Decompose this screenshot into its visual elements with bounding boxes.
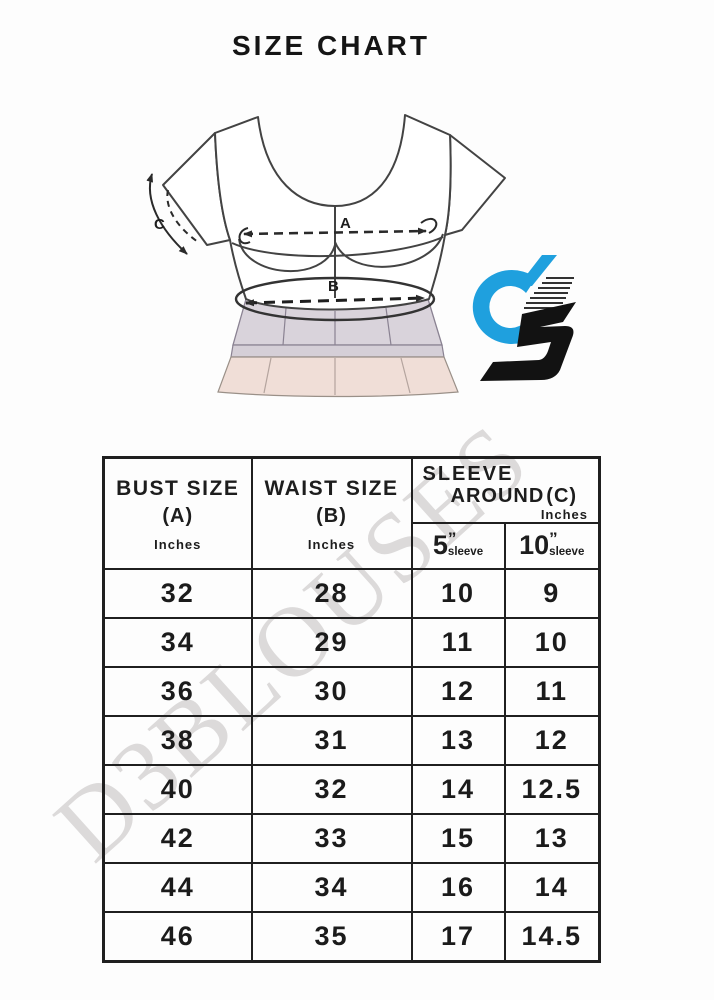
sleeve-10-size: 10 <box>519 530 550 561</box>
bust-line-left-curl <box>238 227 251 245</box>
sleeve-around-header: SLEEVE AROUND (C) Inches <box>410 456 601 524</box>
logo-d-shape <box>472 270 536 344</box>
size-value-cell: 32 <box>250 764 413 815</box>
sleeve-header-line1: SLEEVE <box>422 463 514 485</box>
header-row-main: BUST SIZE (A) Inches WAIST SIZE (B) Inch… <box>102 456 601 570</box>
table-row: 42 33 15 13 <box>102 813 601 864</box>
size-value-cell: 30 <box>250 666 413 717</box>
logo-d-ascender <box>518 255 557 286</box>
bust-measure-line <box>243 227 427 238</box>
size-value-cell: 34 <box>102 617 253 668</box>
sleeve-10-header: 10” sleeve <box>503 522 601 570</box>
waist-label: B <box>328 278 339 295</box>
size-value-cell: 13 <box>503 813 601 864</box>
size-value-cell: 35 <box>250 911 413 962</box>
header-row-sub: 5” sleeve 10” sleeve <box>104 522 601 570</box>
size-value-cell: 32 <box>102 568 253 619</box>
sleeve-measure-dash <box>166 189 199 243</box>
size-value-cell: 34 <box>250 862 413 913</box>
size-value-cell: 33 <box>250 813 413 864</box>
size-value-cell: 12 <box>503 715 601 766</box>
bust-line-right-curl <box>420 217 438 234</box>
page-title: SIZE CHART <box>232 30 430 61</box>
right-sleeve <box>444 134 506 236</box>
size-value-cell: 10 <box>503 617 601 668</box>
logo-3-shape <box>480 302 576 381</box>
sleeve-5-unit: ” sleeve <box>447 529 484 558</box>
sleeve-header-unit: Inches <box>540 507 588 522</box>
size-table-body: 32 28 10 9 34 29 11 10 36 30 12 11 38 31 13 12 40 32 14 12.… <box>102 568 601 962</box>
right-bust-cup <box>334 233 444 268</box>
table-row: 34 29 11 10 <box>102 617 601 668</box>
size-value-cell: 14 <box>410 764 506 815</box>
size-value-cell: 14 <box>503 862 601 913</box>
waist-header-title: WAIST SIZE <box>264 477 399 501</box>
table-row: 38 31 13 12 <box>102 715 601 766</box>
left-bust-cup <box>238 238 336 273</box>
size-value-cell: 12 <box>410 666 506 717</box>
size-value-cell: 17 <box>410 911 506 962</box>
size-table-container: BUST SIZE (A) Inches WAIST SIZE (B) Inch… <box>102 456 601 963</box>
sleeve-measure-arrow <box>146 173 188 255</box>
table-row: 36 30 12 11 <box>102 666 601 717</box>
table-row: 46 35 17 14.5 <box>102 911 601 962</box>
sleeve-10-unit: ” sleeve <box>549 529 585 558</box>
waist-ellipse <box>234 276 436 322</box>
skirt-seam <box>263 357 411 395</box>
size-value-cell: 29 <box>250 617 413 668</box>
bust-label: A <box>340 215 351 232</box>
size-value-cell: 28 <box>250 568 413 619</box>
sleeve-5-size: 5 <box>432 530 448 561</box>
sleeve-header-line2: AROUND (C) <box>450 485 578 507</box>
bodice <box>214 114 452 311</box>
d3-logo <box>472 255 576 381</box>
size-value-cell: 40 <box>102 764 253 815</box>
bust-size-header: BUST SIZE (A) Inches <box>102 456 253 570</box>
size-value-cell: 42 <box>102 813 253 864</box>
size-value-cell: 36 <box>102 666 253 717</box>
bust-header-title: BUST SIZE <box>116 477 240 501</box>
size-value-cell: 15 <box>410 813 506 864</box>
bust-header-unit: Inches <box>154 536 202 552</box>
waist-measure-line <box>245 294 425 307</box>
blouse-illustration: A B C <box>146 114 506 398</box>
size-value-cell: 14.5 <box>503 911 601 962</box>
bust-header-code: (A) <box>162 504 194 527</box>
size-value-cell: 13 <box>410 715 506 766</box>
sleeve-label: C <box>154 216 165 233</box>
size-table: BUST SIZE (A) Inches WAIST SIZE (B) Inch… <box>102 456 601 963</box>
size-value-cell: 10 <box>410 568 506 619</box>
inch-quote-icon: ” <box>447 529 457 549</box>
size-value-cell: 11 <box>503 666 601 717</box>
waist-header-code: (B) <box>316 504 347 527</box>
underbust-curve <box>231 236 444 258</box>
waistband <box>230 344 445 358</box>
waist-size-header: WAIST SIZE (B) Inches <box>250 456 413 570</box>
size-value-cell: 31 <box>250 715 413 766</box>
size-value-cell: 12.5 <box>503 764 601 815</box>
size-value-cell: 11 <box>410 617 506 668</box>
table-row: 40 32 14 12.5 <box>102 764 601 815</box>
table-row: 44 34 16 14 <box>102 862 601 913</box>
table-row: 32 28 10 9 <box>102 568 601 619</box>
torso-seam <box>282 307 392 346</box>
sleeve-5-header: 5” sleeve <box>410 522 506 570</box>
sleeve-header-code: (C) <box>546 485 578 507</box>
size-value-cell: 16 <box>410 862 506 913</box>
inch-quote-icon: ” <box>549 529 558 549</box>
size-value-cell: 46 <box>102 911 253 962</box>
waist-header-unit: Inches <box>307 536 356 552</box>
size-value-cell: 38 <box>102 715 253 766</box>
size-value-cell: 9 <box>503 568 601 619</box>
size-value-cell: 44 <box>102 862 253 913</box>
skirt-panel <box>217 356 459 398</box>
